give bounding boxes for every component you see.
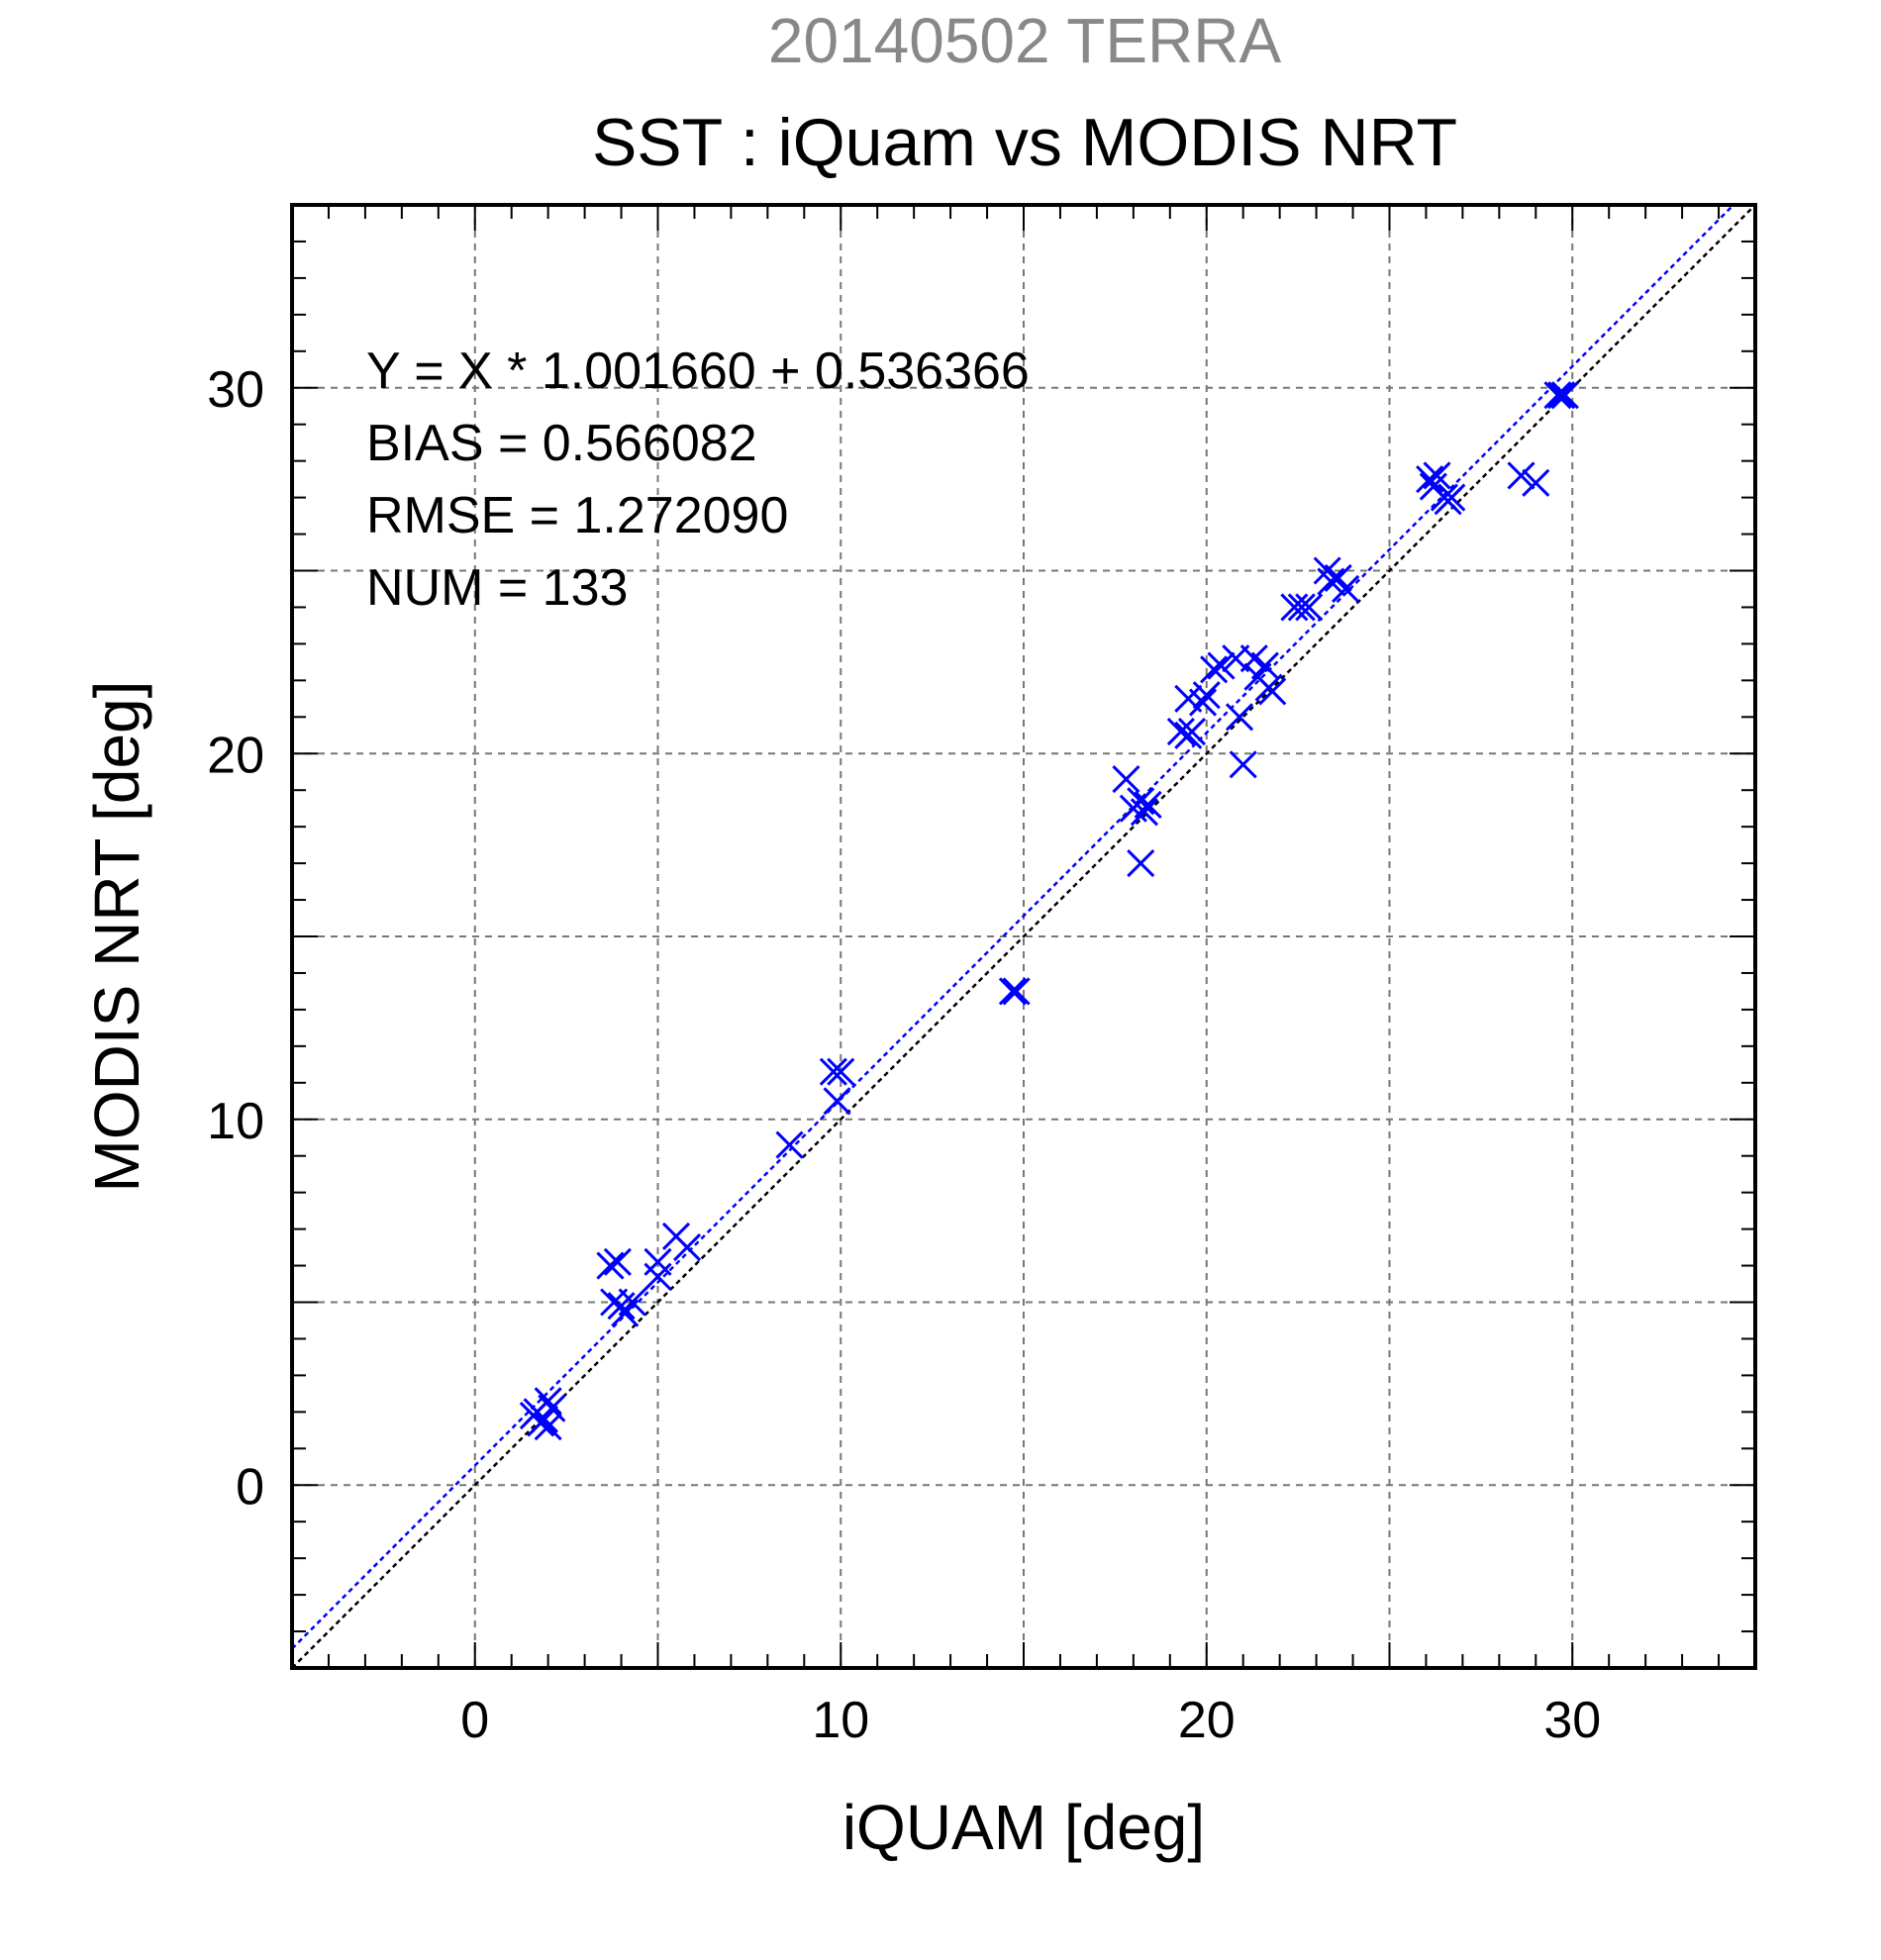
data-point: [1166, 718, 1195, 746]
y-tick-labels: 0 10 20 30: [207, 361, 264, 1517]
data-point: [1112, 765, 1140, 794]
data-point: [1437, 483, 1466, 512]
data-point: [1416, 465, 1444, 494]
data-point: [1225, 703, 1254, 732]
x-tick-label: 20: [1178, 1692, 1236, 1749]
data-point: [1547, 381, 1576, 410]
fit-line: [292, 205, 1735, 1650]
data-point: [998, 977, 1027, 1006]
data-point: [1507, 461, 1535, 490]
data-point: [1317, 567, 1345, 596]
stats-bias: BIAS = 0.566082: [366, 415, 757, 472]
y-tick-label: 30: [207, 361, 264, 419]
data-point: [1200, 655, 1229, 684]
x-tick-label: 10: [812, 1692, 869, 1749]
stats-num: NUM = 133: [366, 559, 628, 617]
data-point: [1550, 381, 1579, 410]
data-point: [775, 1130, 804, 1159]
minor-ticks: [291, 204, 1756, 1669]
data-point: [1287, 593, 1316, 622]
y-tick-label: 10: [207, 1093, 264, 1150]
x-tick-label: 30: [1543, 1692, 1601, 1749]
data-point: [672, 1233, 702, 1262]
identity-line: [292, 205, 1755, 1668]
y-tick-label: 0: [236, 1458, 264, 1516]
data-point: [1127, 787, 1155, 816]
data-point: [1254, 673, 1283, 702]
chart-title: SST : iQuam vs MODIS NRT: [592, 105, 1457, 180]
data-point: [1177, 718, 1207, 746]
data-points: [519, 381, 1579, 1441]
data-point: [1134, 790, 1162, 820]
data-point: [1188, 688, 1218, 717]
data-point: [1130, 798, 1159, 827]
data-point: [644, 1247, 672, 1276]
data-point: [1332, 574, 1360, 604]
data-point: [618, 1288, 646, 1317]
y-tick-label: 20: [207, 727, 264, 784]
data-point: [1543, 381, 1572, 410]
data-point: [1002, 977, 1031, 1006]
data-point: [596, 1251, 625, 1280]
data-point: [603, 1247, 632, 1276]
data-point: [1207, 651, 1236, 680]
data-point: [607, 1292, 636, 1321]
data-point: [1280, 593, 1309, 622]
data-point: [1423, 461, 1451, 490]
data-point: [1522, 468, 1550, 497]
data-point: [523, 1398, 551, 1426]
data-point: [823, 1087, 851, 1116]
stats-rmse: RMSE = 1.272090: [366, 487, 788, 544]
data-point: [644, 1262, 672, 1291]
x-axis-label: iQUAM [deg]: [842, 1792, 1205, 1863]
stats-box: Y = X * 1.001660 + 0.536366 BIAS = 0.566…: [366, 343, 1030, 617]
reference-lines: [292, 205, 1755, 1668]
plot-frame: [290, 203, 1757, 1670]
stats-equation: Y = X * 1.001660 + 0.536366: [366, 343, 1030, 400]
data-point: [827, 1057, 855, 1086]
data-point: [1229, 750, 1257, 779]
data-point: [1295, 593, 1324, 622]
data-point: [1127, 849, 1155, 878]
x-tick-labels: 0 10 20 30: [460, 1692, 1601, 1749]
chart-supertitle: 20140502 TERRA: [768, 5, 1282, 76]
data-point: [1192, 681, 1221, 710]
data-point: [819, 1057, 847, 1086]
data-point: [534, 1413, 562, 1441]
y-axis-label: MODIS NRT [deg]: [81, 681, 152, 1193]
x-tick-label: 0: [460, 1692, 489, 1749]
